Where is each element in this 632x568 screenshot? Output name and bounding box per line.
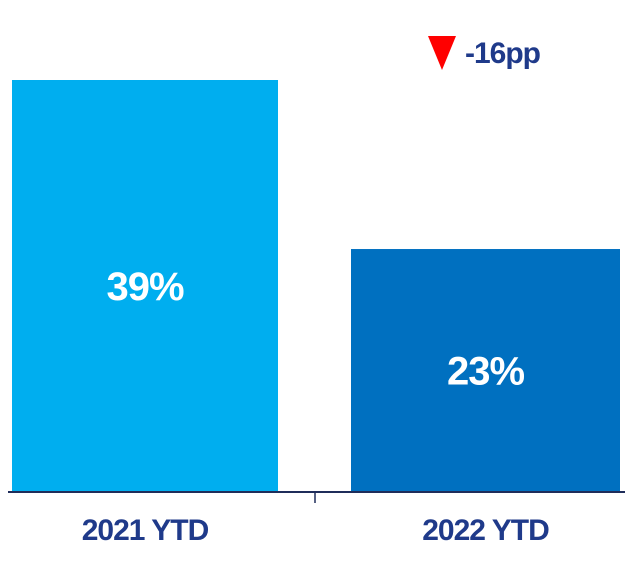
x-tick-label: 2022 YTD xyxy=(422,514,549,547)
x-tick-labels-group: 2021 YTD 2022 YTD xyxy=(82,514,550,547)
bars-group xyxy=(12,80,620,492)
down-triangle-icon xyxy=(428,36,456,70)
bar xyxy=(12,80,278,492)
change-label: -16pp xyxy=(465,37,541,70)
value-labels-group: 39% 23% xyxy=(106,265,525,394)
change-indicator: -16pp xyxy=(428,36,542,70)
x-tick-label: 2021 YTD xyxy=(82,514,209,547)
bar-value-label: 23% xyxy=(447,350,524,394)
bar-value-label: 39% xyxy=(106,265,183,309)
bar xyxy=(351,249,620,492)
